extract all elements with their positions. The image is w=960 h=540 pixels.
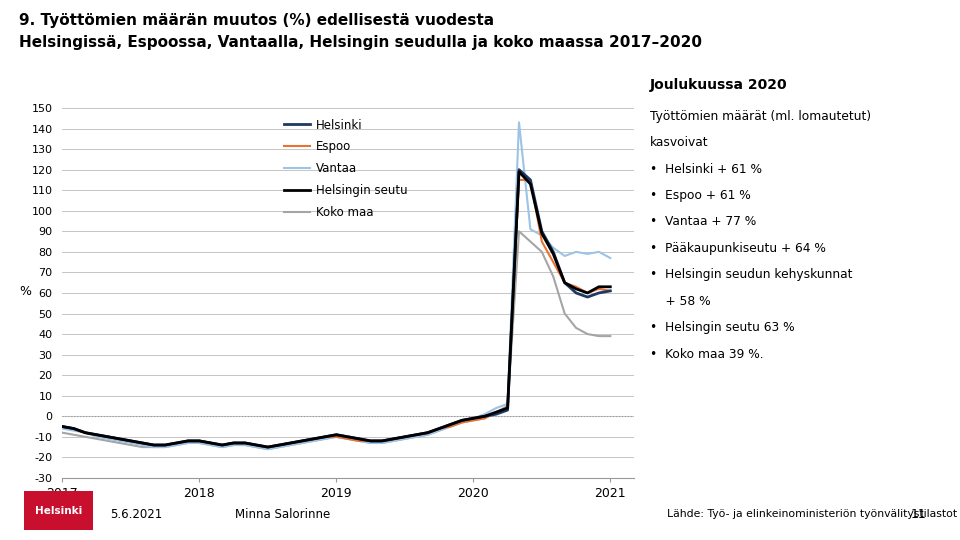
Text: •  Helsingin seudun kehyskunnat: • Helsingin seudun kehyskunnat <box>650 268 852 281</box>
Text: •  Espoo + 61 %: • Espoo + 61 % <box>650 189 751 202</box>
Text: Helsinki: Helsinki <box>35 506 83 516</box>
FancyBboxPatch shape <box>24 491 93 530</box>
Text: •  Koko maa 39 %.: • Koko maa 39 %. <box>650 348 763 361</box>
Text: •  Helsingin seutu 63 %: • Helsingin seutu 63 % <box>650 321 795 334</box>
Text: •  Pääkaupunkiseutu + 64 %: • Pääkaupunkiseutu + 64 % <box>650 242 826 255</box>
Text: Minna Salorinne: Minna Salorinne <box>235 508 330 521</box>
Text: 5.6.2021: 5.6.2021 <box>110 508 162 521</box>
Text: %: % <box>19 285 31 298</box>
Text: kasvoivat: kasvoivat <box>650 136 708 149</box>
Text: Joulukuussa 2020: Joulukuussa 2020 <box>650 78 787 92</box>
Text: + 58 %: + 58 % <box>650 295 710 308</box>
Text: Työttömien määrät (ml. lomautetut): Työttömien määrät (ml. lomautetut) <box>650 110 871 123</box>
Text: •  Helsinki + 61 %: • Helsinki + 61 % <box>650 163 762 176</box>
Text: 9. Työttömien määrän muutos (%) edellisestä vuodesta: 9. Työttömien määrän muutos (%) edellise… <box>19 14 494 29</box>
Legend: Helsinki, Espoo, Vantaa, Helsingin seutu, Koko maa: Helsinki, Espoo, Vantaa, Helsingin seutu… <box>279 114 413 224</box>
Text: Helsingissä, Espoossa, Vantaalla, Helsingin seudulla ja koko maassa 2017–2020: Helsingissä, Espoossa, Vantaalla, Helsin… <box>19 35 702 50</box>
Text: 11: 11 <box>911 508 926 521</box>
Text: Lähde: Työ- ja elinkeinoministeriön työnvälitystilastot: Lähde: Työ- ja elinkeinoministeriön työn… <box>667 509 957 519</box>
Text: •  Vantaa + 77 %: • Vantaa + 77 % <box>650 215 756 228</box>
